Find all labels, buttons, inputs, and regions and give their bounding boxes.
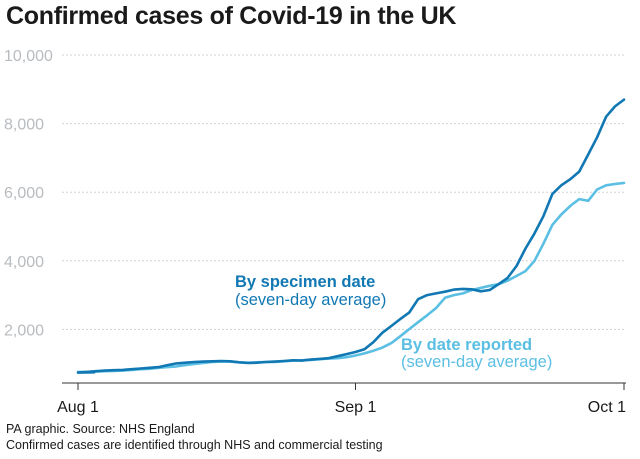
annotation-reported-sub: (seven-day average) bbox=[401, 353, 552, 371]
annotation-specimen-sub: (seven-day average) bbox=[235, 291, 386, 309]
y-tick-label-8000: 8,000 bbox=[4, 117, 44, 134]
y-tick-label-10000: 10,000 bbox=[4, 48, 53, 65]
annotation-reported-name: By date reported bbox=[401, 336, 532, 354]
y-tick-label-2000: 2,000 bbox=[4, 322, 44, 339]
chart-footer: PA graphic. Source: NHS England Confirme… bbox=[6, 421, 383, 453]
x-tick-label-0: Aug 1 bbox=[57, 399, 99, 416]
series-lines bbox=[76, 98, 626, 374]
source-note: PA graphic. Source: NHS England bbox=[6, 422, 195, 436]
x-tick-label-2: Oct 1 bbox=[588, 399, 626, 416]
annotation-specimen-name: By specimen date bbox=[235, 273, 375, 291]
y-tick-label-6000: 6,000 bbox=[4, 185, 44, 202]
gridlines bbox=[62, 54, 626, 330]
series-line-specimen bbox=[76, 98, 626, 374]
y-tick-label-4000: 4,000 bbox=[4, 254, 44, 271]
annotation-specimen: By specimen date (seven-day average) bbox=[235, 273, 386, 309]
caption-note: Confirmed cases are identified through N… bbox=[6, 438, 383, 452]
annotation-reported: By date reported (seven-day average) bbox=[401, 336, 552, 371]
y-axis-tick-labels: 2,000 4,000 6,000 8,000 10,000 bbox=[4, 48, 53, 339]
x-tick-label-1: Sep 1 bbox=[335, 399, 377, 416]
chart-title: Confirmed cases of Covid-19 in the UK bbox=[6, 2, 457, 30]
x-axis-ticks: Aug 1 Sep 1 Oct 1 bbox=[57, 383, 626, 416]
